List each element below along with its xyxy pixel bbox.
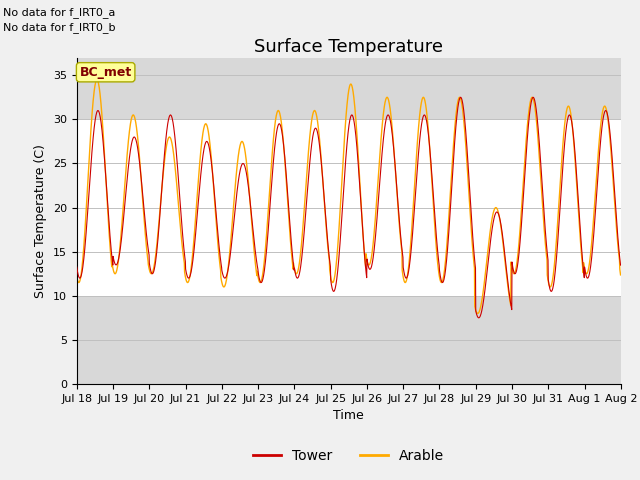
Tower: [569, 128, 577, 134]
Arable: [584, 268, 592, 274]
Arable: [507, 259, 515, 265]
Line: Tower: Tower: [77, 97, 621, 318]
Text: No data for f_IRT0_a: No data for f_IRT0_a: [3, 7, 116, 18]
Tower: [225, 265, 232, 271]
Tower: [73, 264, 81, 270]
Text: No data for f_IRT0_b: No data for f_IRT0_b: [3, 22, 116, 33]
Tower: [376, 176, 384, 181]
Tower: [475, 315, 483, 321]
Tower: [584, 275, 592, 281]
Arable: [376, 146, 384, 152]
Tower: [617, 262, 625, 268]
Arable: [93, 77, 100, 83]
Arable: [569, 130, 577, 136]
Bar: [77, 296, 621, 384]
Arable: [365, 262, 372, 267]
Tower: [364, 263, 372, 269]
Tower: [529, 95, 537, 100]
Arable: [225, 260, 232, 266]
Arable: [73, 274, 81, 279]
Y-axis label: Surface Temperature (C): Surface Temperature (C): [35, 144, 47, 298]
Tower: [507, 301, 515, 307]
Arable: [617, 272, 625, 278]
Arable: [474, 311, 481, 316]
Text: BC_met: BC_met: [79, 66, 132, 79]
Line: Arable: Arable: [77, 80, 621, 313]
Legend: Tower, Arable: Tower, Arable: [248, 444, 450, 468]
X-axis label: Time: Time: [333, 409, 364, 422]
Bar: [77, 58, 621, 120]
Title: Surface Temperature: Surface Temperature: [254, 38, 444, 56]
